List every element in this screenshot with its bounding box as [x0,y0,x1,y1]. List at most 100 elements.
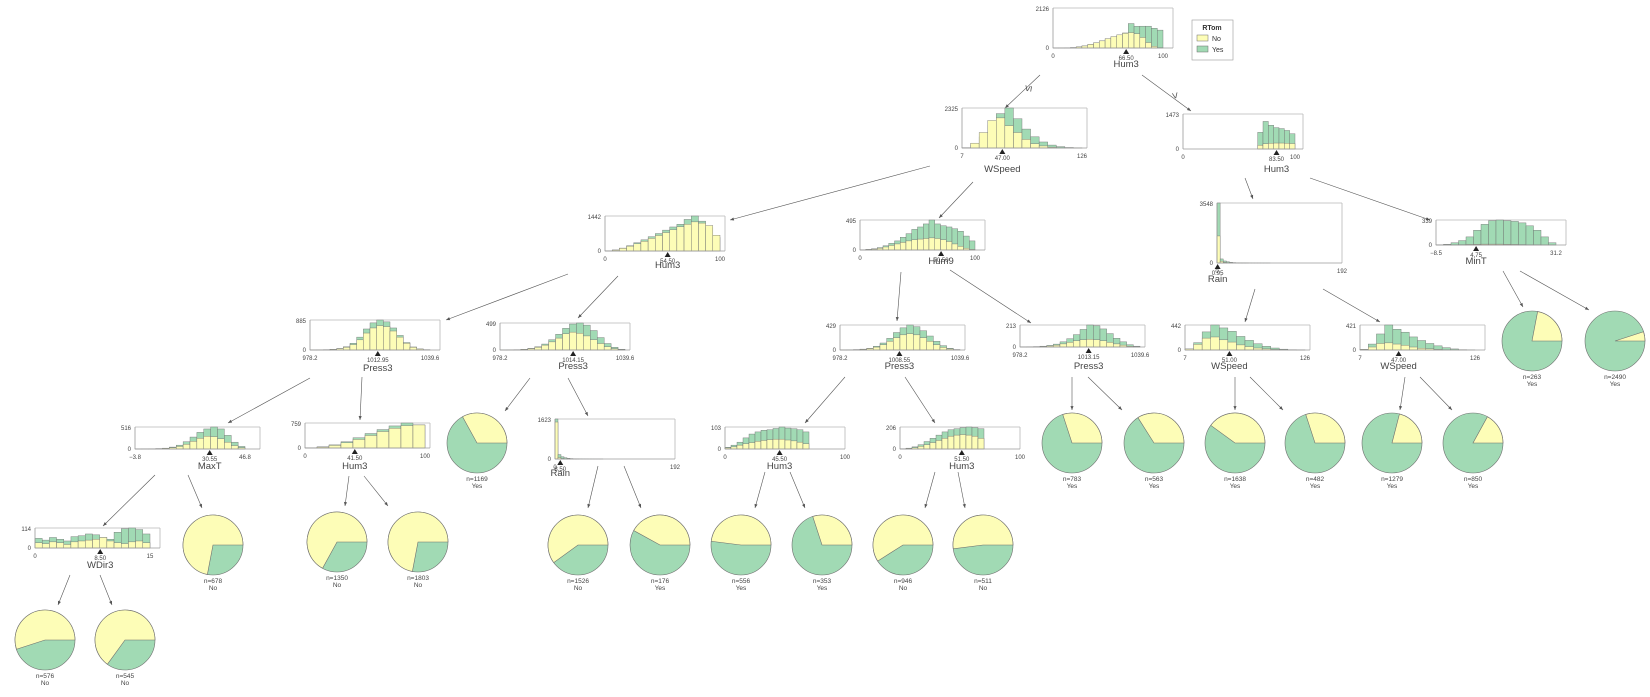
edge-arrowhead [730,217,734,220]
histogram-x-max-label: 46.8 [239,455,251,461]
edge-label-left: ≤ [1022,84,1035,92]
histogram-bar-no [971,143,980,148]
histogram-bar-yes [964,236,970,250]
split-feature-label: MinT [1466,256,1487,267]
leaf-sample-count: n=783 [1063,476,1082,483]
histogram-bar-no [121,544,128,548]
histogram-bar-no [946,242,952,250]
histogram-y-zero-label: 0 [298,446,302,452]
histogram-bar-no [952,244,958,250]
histogram-bar-no [563,334,570,350]
histogram-bar-no [619,248,626,251]
histogram-bar-no [677,227,684,251]
histogram-y-zero-label: 0 [1046,46,1050,52]
histogram-bar-no [655,235,662,251]
split-feature-label: WSpeed [1380,361,1416,372]
histogram-bar-yes [1519,223,1527,245]
histogram-bar-no [1122,33,1128,48]
leaf-sample-count: n=1638 [1224,476,1246,483]
histogram-bar-no [1263,144,1268,149]
leaf-class-label: Yes [1310,483,1321,490]
histogram-y-max-label: 759 [291,422,302,428]
histogram-bar-no [924,445,930,449]
split-feature-label: Rain [1208,274,1228,285]
histogram-bar-no [923,238,929,250]
histogram-bar-yes [1541,237,1549,245]
histogram-y-max-label: 2126 [1036,7,1050,13]
histogram-bar-no [691,222,698,251]
histogram-bar-no [535,347,542,350]
histogram-x-max-label: 31.2 [1550,251,1562,257]
split-marker [1473,246,1479,251]
histogram-x-min-label: 0 [33,554,37,560]
histogram-bar-no [197,438,204,449]
histogram-bar-no [576,333,583,350]
leaf-class-label: Yes [472,483,483,490]
histogram-bar-yes [1511,221,1519,245]
split-feature-label: Hum9 [928,256,953,267]
tree-edge [755,472,765,508]
histogram-bar-no [357,340,364,350]
histogram-x-min-label: 0 [898,455,902,461]
leaf-sample-count: n=176 [651,578,670,585]
histogram-bar-no [231,446,238,449]
edge-arrowhead [505,407,509,411]
histogram-bar-no [634,244,641,251]
histogram-x-max-label: 1039.6 [951,356,970,362]
edge-label-right: > [1168,91,1181,99]
tree-edge [950,270,1031,323]
histogram-x-min-label: 7 [960,154,964,160]
pie-slice-no [1532,312,1562,341]
edge-arrowhead [1187,107,1191,111]
split-feature-label: Press3 [558,361,588,372]
histogram-bar-no [555,422,558,459]
tree-edge [1310,178,1430,220]
histogram-y-zero-label: 0 [1178,348,1182,354]
tree-edge [58,575,70,605]
histogram-bar-no [100,537,107,548]
leaf-class-label: Yes [1387,483,1398,490]
histogram-bar-no [1368,347,1376,350]
tree-edge [939,182,973,218]
histogram-bar-yes [1481,224,1489,245]
histogram-x-max-label: 100 [420,454,431,460]
histogram-bar-no [1258,145,1263,149]
tree-edge [730,166,930,220]
legend-swatch-yes [1197,46,1208,52]
histogram-bar-no [1236,345,1245,350]
histogram-y-zero-label: 0 [303,348,307,354]
histogram-bar-no [583,336,590,350]
pie-slice-no [953,515,1013,549]
tree-edge [360,377,362,420]
histogram-bar-no [737,445,743,449]
histogram-bar-no [912,240,918,250]
histogram-x-max-label: 1039.6 [421,356,440,362]
leaf-sample-count: n=2490 [1604,374,1626,381]
histogram-bar-no [627,246,634,251]
histogram-bar-no [663,233,670,251]
split-feature-label: Hum3 [767,461,792,472]
edge-arrowhead [1520,303,1523,307]
legend: RTom No Yes [1192,20,1233,60]
edge-arrowhead [446,317,450,320]
histogram-bar-no [641,241,648,251]
histogram-y-zero-label: 0 [718,447,722,453]
histogram-bar-no [906,241,912,250]
histogram-bar-no [895,244,901,250]
histogram-bar-no [1099,41,1105,48]
edge-operator-labels: ≤ > [1022,84,1181,99]
leaf-sample-count: n=511 [974,578,992,585]
histogram-y-zero-label: 0 [1013,345,1017,351]
histogram-bar-no [211,437,218,449]
